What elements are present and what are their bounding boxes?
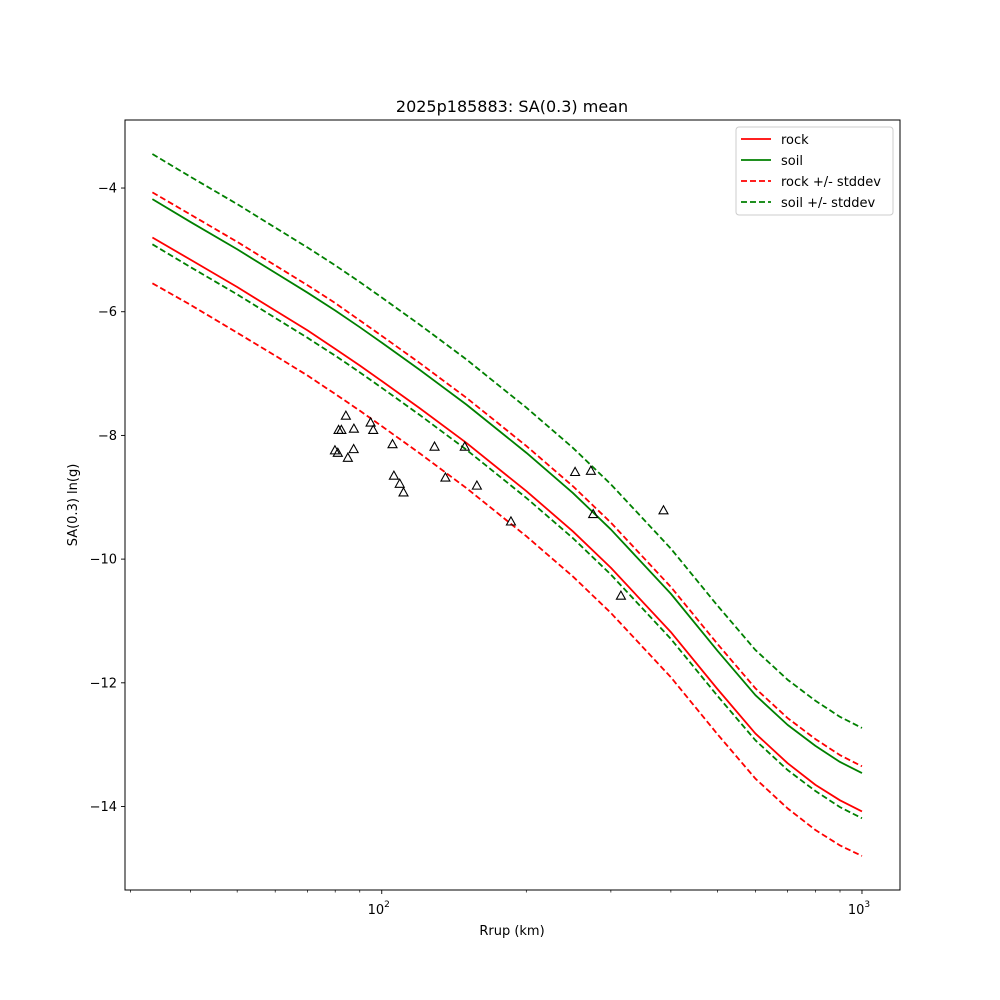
observation-point bbox=[459, 440, 471, 451]
observation-point bbox=[342, 452, 354, 462]
observation-point bbox=[569, 466, 581, 477]
y-tick-label: −12 bbox=[90, 676, 117, 691]
legend-box bbox=[735, 126, 894, 216]
x-tick-label: 102 bbox=[368, 900, 390, 918]
observation-point bbox=[348, 422, 360, 433]
series-layer bbox=[151, 153, 863, 857]
observation-point bbox=[587, 508, 599, 519]
observation-point bbox=[348, 443, 360, 454]
observations-layer bbox=[329, 409, 669, 600]
legend-label: rock bbox=[781, 133, 809, 148]
legend: rock soil rock +/- stddev soil +/- stddev bbox=[735, 126, 894, 216]
y-tick-label: −14 bbox=[90, 800, 117, 815]
y-tick-label: −4 bbox=[98, 182, 117, 197]
series-line-1 bbox=[151, 198, 863, 774]
legend-label: rock +/- stddev bbox=[781, 175, 881, 190]
observation-point bbox=[429, 440, 440, 451]
x-axis-label: Rrup (km) bbox=[479, 924, 544, 939]
legend-label: soil +/- stddev bbox=[781, 196, 876, 211]
observation-point bbox=[439, 471, 451, 482]
plot-frame bbox=[124, 119, 901, 891]
observation-point bbox=[388, 469, 400, 480]
observation-point bbox=[387, 438, 398, 449]
observation-point bbox=[471, 479, 483, 490]
observation-point bbox=[394, 478, 406, 488]
series-line-0 bbox=[151, 236, 863, 813]
observation-point bbox=[398, 486, 409, 497]
observation-point bbox=[332, 447, 344, 457]
observation-point bbox=[335, 424, 347, 435]
observation-point bbox=[615, 589, 627, 600]
y-tick-label: −6 bbox=[98, 305, 117, 320]
x-tick-label: 103 bbox=[848, 900, 870, 918]
observation-point bbox=[505, 515, 517, 526]
observation-point bbox=[340, 409, 352, 420]
y-tick-label: −10 bbox=[90, 553, 117, 568]
series-line-2 bbox=[151, 191, 863, 768]
observation-point bbox=[658, 504, 669, 515]
legend-label: soil bbox=[781, 154, 803, 169]
x-axis: 102 103 bbox=[130, 890, 870, 918]
chart-title: 2025p185883: SA(0.3) mean bbox=[396, 97, 628, 116]
y-tick-label: −8 bbox=[98, 429, 117, 444]
y-axis: −4 −6 −8 −10 −12 −14 bbox=[90, 182, 125, 815]
y-axis-label: SA(0.3) ln(g) bbox=[66, 464, 81, 547]
series-line-3 bbox=[151, 282, 863, 857]
series-line-5 bbox=[151, 243, 863, 820]
observation-point bbox=[585, 465, 597, 475]
observation-point bbox=[367, 424, 379, 435]
observation-point bbox=[365, 416, 377, 427]
series-line-4 bbox=[151, 153, 863, 729]
